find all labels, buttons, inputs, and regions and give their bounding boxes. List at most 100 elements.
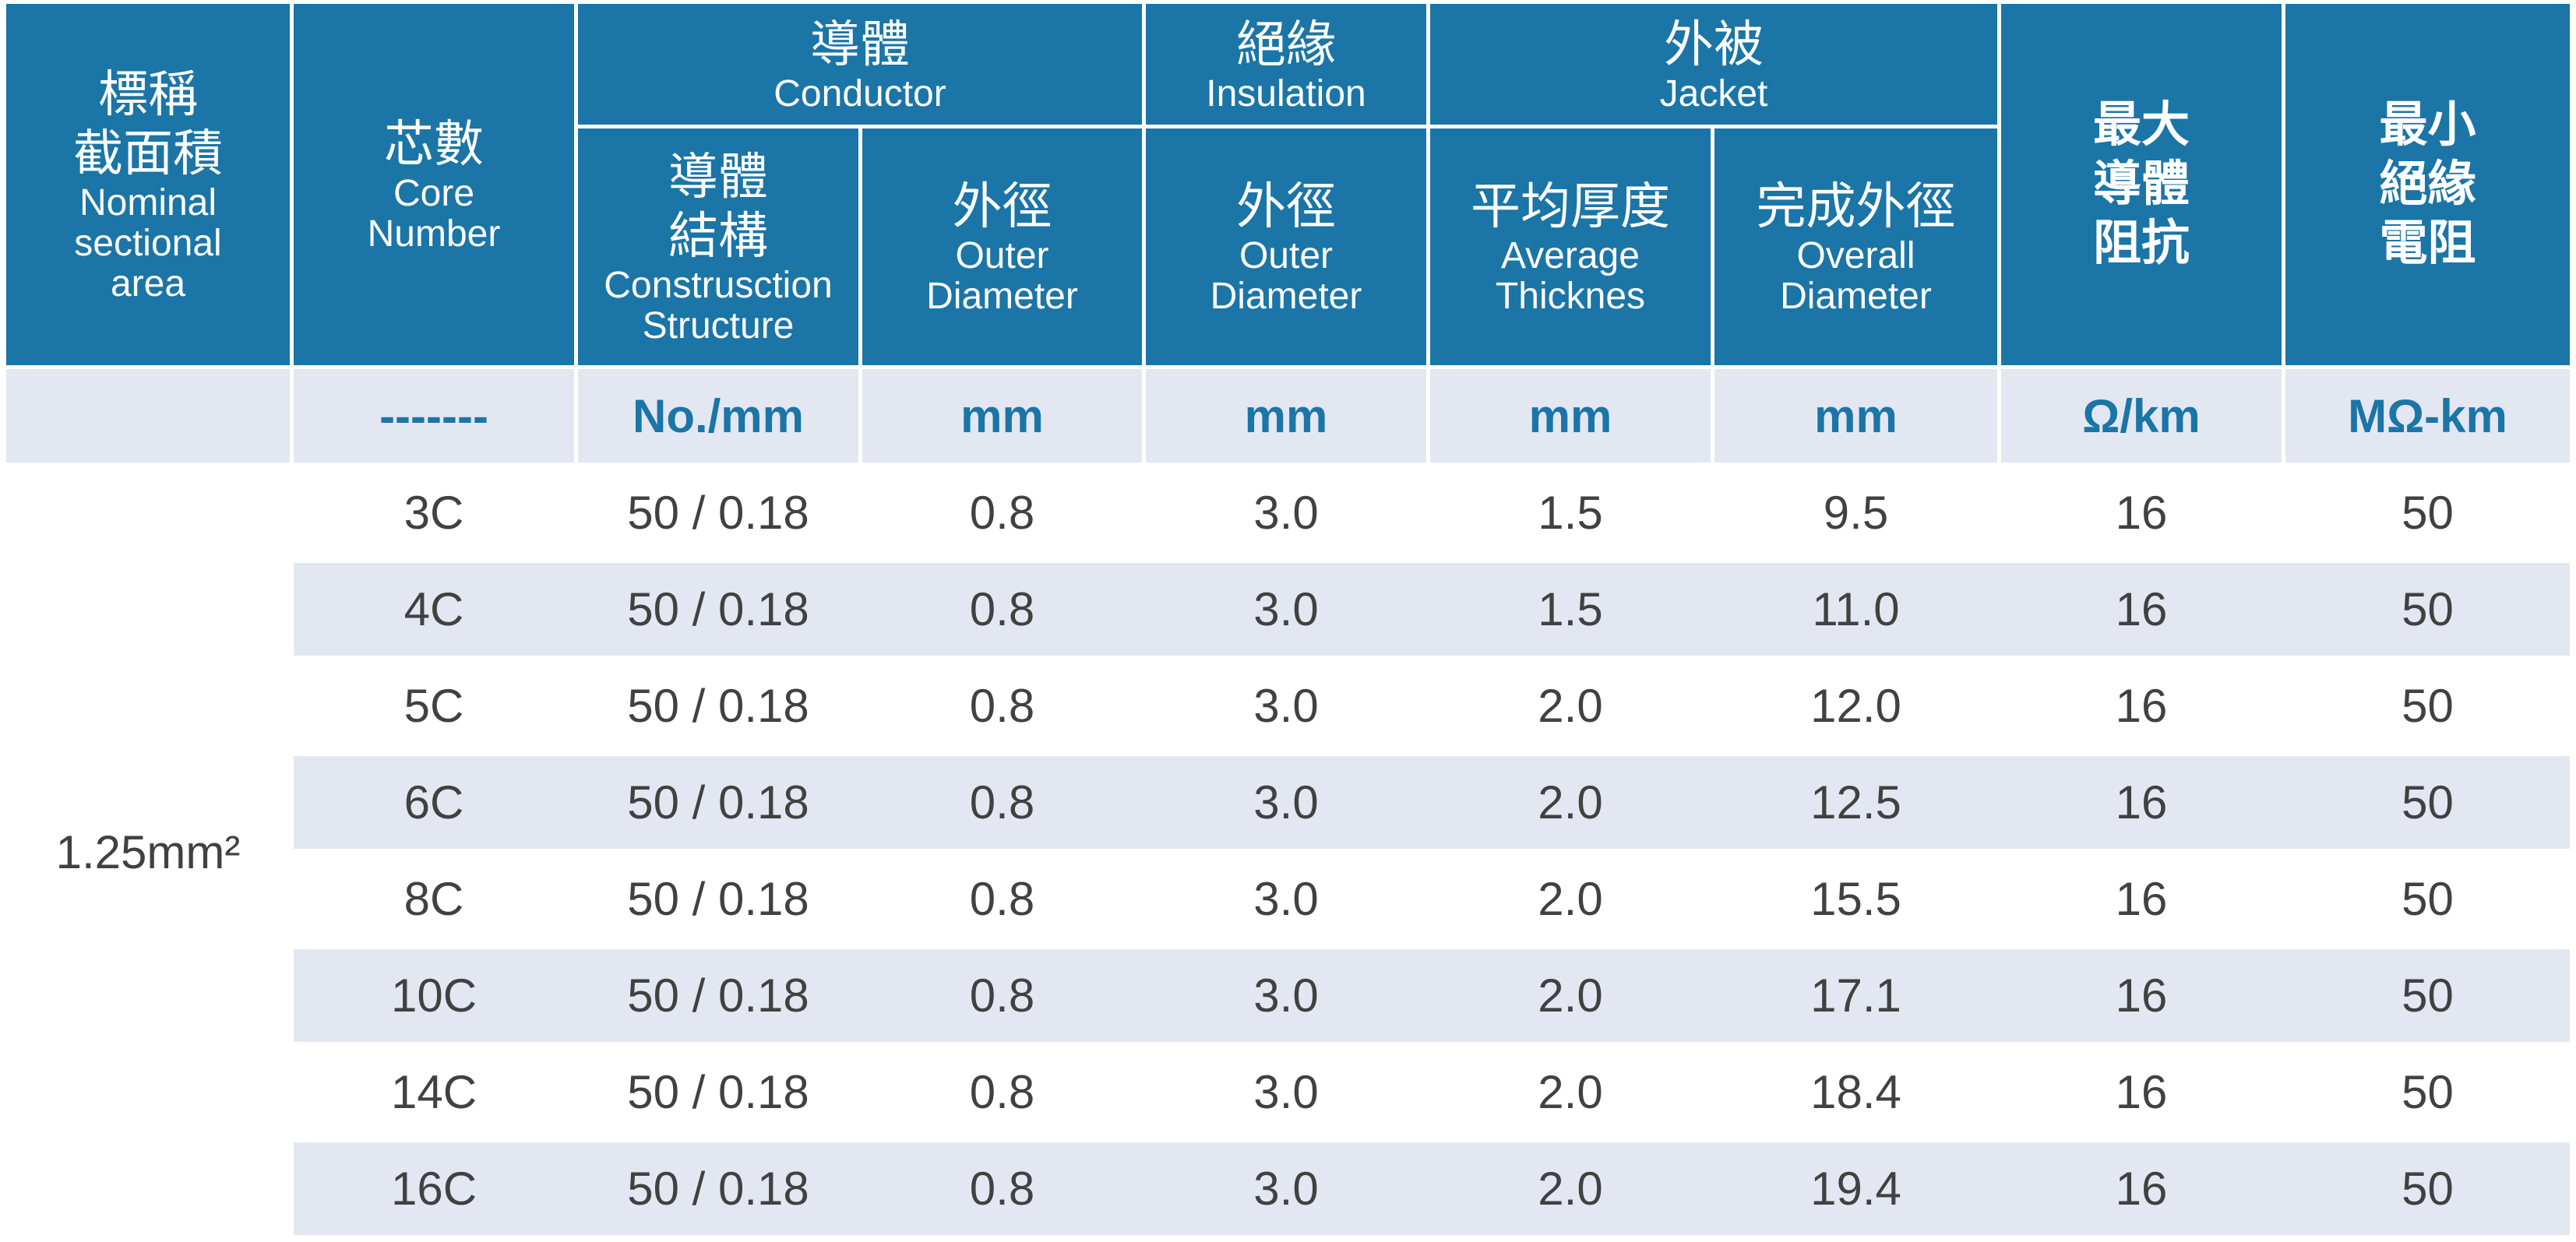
cell-min-insulation: 50	[2285, 1046, 2570, 1138]
cell-max-resistance: 16	[2001, 563, 2282, 656]
cell-value: 50 / 0.18	[627, 873, 809, 925]
nominal-value-cell: 1.25mm²	[6, 466, 290, 1238]
cell-min-insulation: 50	[2285, 756, 2570, 849]
unit-label: MΩ-km	[2348, 389, 2507, 442]
header-construction-zh2: 結構	[668, 208, 768, 264]
cell-value: 9.5	[1823, 487, 1889, 539]
cell-value: 16	[2115, 680, 2168, 732]
unit-label: mm	[1814, 389, 1898, 442]
cell-value: 3.0	[1253, 1066, 1319, 1118]
header-jacket-en: Jacket	[1659, 72, 1768, 114]
unit-cell-cond-od: mm	[862, 369, 1142, 463]
header-construction-structure: 導體 結構 Construsction Structure	[578, 128, 858, 365]
header-avg-thick-en1: Average	[1501, 235, 1640, 276]
header-nominal-zh2: 截面積	[73, 125, 223, 181]
cell-avg-thickness: 1.5	[1430, 563, 1711, 656]
cell-value: 50	[2402, 680, 2454, 732]
cell-core-number: 5C	[294, 660, 574, 752]
header-insulation-outer-diameter: 外徑 Outer Diameter	[1146, 128, 1426, 365]
cell-construction: 50 / 0.18	[578, 660, 858, 752]
cell-value: 3.0	[1253, 776, 1319, 829]
cell-value: 0.8	[969, 776, 1035, 829]
cell-insulation-od: 3.0	[1146, 1046, 1426, 1138]
cell-max-resistance: 16	[2001, 660, 2282, 752]
header-conductor-outer-diameter: 外徑 Outer Diameter	[862, 128, 1142, 365]
cell-conductor-od: 0.8	[862, 1142, 1142, 1235]
header-max-resist-zh3: 阻抗	[2092, 216, 2190, 270]
header-core-zh: 芯數	[384, 116, 484, 172]
unit-label: -------	[379, 389, 488, 442]
cell-value: 2.0	[1538, 873, 1603, 925]
cell-value: 10C	[390, 969, 477, 1022]
cell-value: 3.0	[1253, 680, 1319, 732]
cell-min-insulation: 50	[2285, 660, 2570, 752]
cell-construction: 50 / 0.18	[578, 1046, 858, 1138]
unit-cell-nominal	[6, 369, 290, 463]
header-construction-zh1: 導體	[668, 149, 768, 205]
cell-value: 6C	[403, 776, 464, 829]
cell-value: 50	[2402, 583, 2454, 635]
cell-min-insulation: 50	[2285, 853, 2570, 945]
cell-max-resistance: 16	[2001, 756, 2282, 849]
cell-value: 3.0	[1253, 1163, 1319, 1215]
cell-value: 3.0	[1253, 487, 1319, 539]
cell-value: 50	[2402, 873, 2454, 925]
header-cond-od-en2: Diameter	[926, 276, 1078, 317]
cell-min-insulation: 50	[2285, 949, 2570, 1042]
header-ins-od-en1: Outer	[1239, 235, 1334, 276]
unit-label: mm	[1528, 389, 1612, 442]
cell-conductor-od: 0.8	[862, 466, 1142, 559]
cell-construction: 50 / 0.18	[578, 949, 858, 1042]
header-core-number: 芯數 Core Number	[294, 4, 574, 365]
cell-value: 11.0	[1812, 583, 1900, 635]
cell-value: 50 / 0.18	[627, 1163, 809, 1215]
cell-core-number: 4C	[294, 563, 574, 656]
cell-value: 50 / 0.18	[627, 583, 809, 635]
cell-overall-od: 12.0	[1714, 660, 1997, 752]
cell-value: 50	[2402, 969, 2454, 1022]
cell-core-number: 14C	[294, 1046, 574, 1138]
cell-value: 2.0	[1538, 1066, 1603, 1118]
cell-value: 14C	[390, 1066, 477, 1118]
cell-value: 50	[2402, 487, 2454, 539]
cell-max-resistance: 16	[2001, 1142, 2282, 1235]
cell-conductor-od: 0.8	[862, 563, 1142, 656]
header-jacket-group: 外被 Jacket	[1430, 4, 1997, 125]
cell-value: 3.0	[1253, 969, 1319, 1022]
cell-value: 50 / 0.18	[627, 487, 809, 539]
header-avg-thick-zh: 平均厚度	[1471, 178, 1670, 234]
header-avg-thick-en2: Thicknes	[1495, 276, 1646, 317]
header-core-en2: Number	[367, 213, 501, 255]
cell-value: 50 / 0.18	[627, 969, 809, 1022]
cell-insulation-od: 3.0	[1146, 466, 1426, 559]
cell-construction: 50 / 0.18	[578, 853, 858, 945]
header-min-ins-zh3: 電阻	[2379, 216, 2476, 270]
cell-value: 12.5	[1810, 776, 1901, 829]
unit-label: Ω/km	[2082, 389, 2201, 442]
header-overall-diameter: 完成外徑 Overall Diameter	[1714, 128, 1997, 365]
cell-value: 0.8	[969, 873, 1035, 925]
cell-value: 0.8	[969, 969, 1035, 1022]
header-nominal-en1: Nominal	[79, 182, 217, 223]
unit-cell-avg-thick: mm	[1430, 369, 1711, 463]
unit-cell-core: -------	[294, 369, 574, 463]
cell-max-resistance: 16	[2001, 466, 2282, 559]
header-min-insulation-resistance: 最小 絕緣 電阻	[2285, 4, 2570, 365]
cell-overall-od: 17.1	[1714, 949, 1997, 1042]
cell-value: 0.8	[969, 487, 1035, 539]
header-nominal-zh1: 標稱	[98, 66, 198, 122]
cell-max-resistance: 16	[2001, 1046, 2282, 1138]
header-construction-en2: Structure	[642, 305, 795, 347]
cell-construction: 50 / 0.18	[578, 756, 858, 849]
header-cond-od-zh: 外徑	[952, 178, 1052, 234]
cell-conductor-od: 0.8	[862, 660, 1142, 752]
cell-avg-thickness: 1.5	[1430, 466, 1711, 559]
cell-insulation-od: 3.0	[1146, 660, 1426, 752]
cell-insulation-od: 3.0	[1146, 563, 1426, 656]
cell-core-number: 3C	[294, 466, 574, 559]
cell-value: 16	[2115, 1066, 2168, 1118]
unit-label: mm	[960, 389, 1044, 442]
header-max-resist-zh1: 最大	[2092, 98, 2190, 152]
cell-value: 2.0	[1538, 969, 1603, 1022]
cell-overall-od: 19.4	[1714, 1142, 1997, 1235]
